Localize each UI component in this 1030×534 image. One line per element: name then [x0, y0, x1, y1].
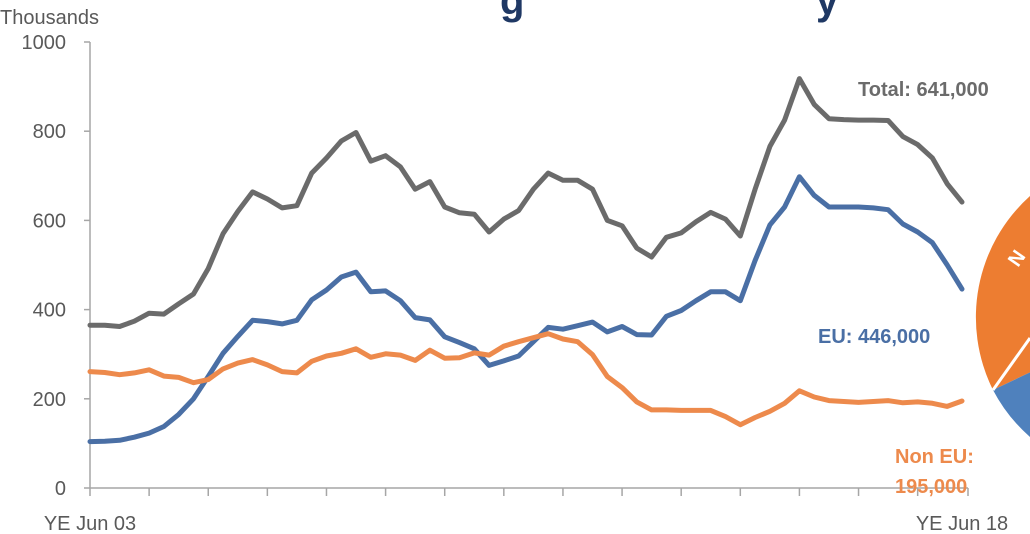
y-tick-label: 1000: [22, 32, 67, 54]
chart-title-fragment-right: y: [816, 0, 839, 23]
x-tick-label-end: YE Jun 18: [916, 513, 1008, 534]
y-tick-label: 0: [55, 478, 66, 500]
series-label-non-eu-line2: 195,000: [895, 476, 967, 498]
pie-slice-non-eu: [975, 196, 1030, 390]
pie-slice-eu: [993, 320, 1030, 437]
series-line-total: [87, 76, 965, 329]
y-tick-label: 200: [33, 389, 66, 411]
x-axis-ticks: [89, 488, 969, 496]
series-label-total: Total: 641,000: [858, 79, 989, 101]
pie-slice-divider: [991, 337, 1030, 391]
y-tick-label: 600: [33, 210, 66, 232]
series-line-eu: [87, 174, 965, 445]
pie-chart-fragment: N: [975, 196, 1030, 437]
y-tick-label: 800: [33, 121, 66, 143]
y-tick-label: 400: [33, 300, 66, 322]
y-axis-ticks: 0 200 400 600 800 1000: [22, 32, 90, 500]
chart-title-fragment-left: g: [500, 0, 524, 23]
series-label-non-eu-line1: Non EU:: [895, 446, 974, 468]
series-line-non-eu: [87, 331, 965, 428]
series-layer: [87, 76, 965, 445]
y-axis-unit-label: Thousands: [0, 7, 99, 29]
x-tick-label-start: YE Jun 03: [44, 513, 136, 534]
series-label-eu: EU: 446,000: [818, 326, 930, 348]
